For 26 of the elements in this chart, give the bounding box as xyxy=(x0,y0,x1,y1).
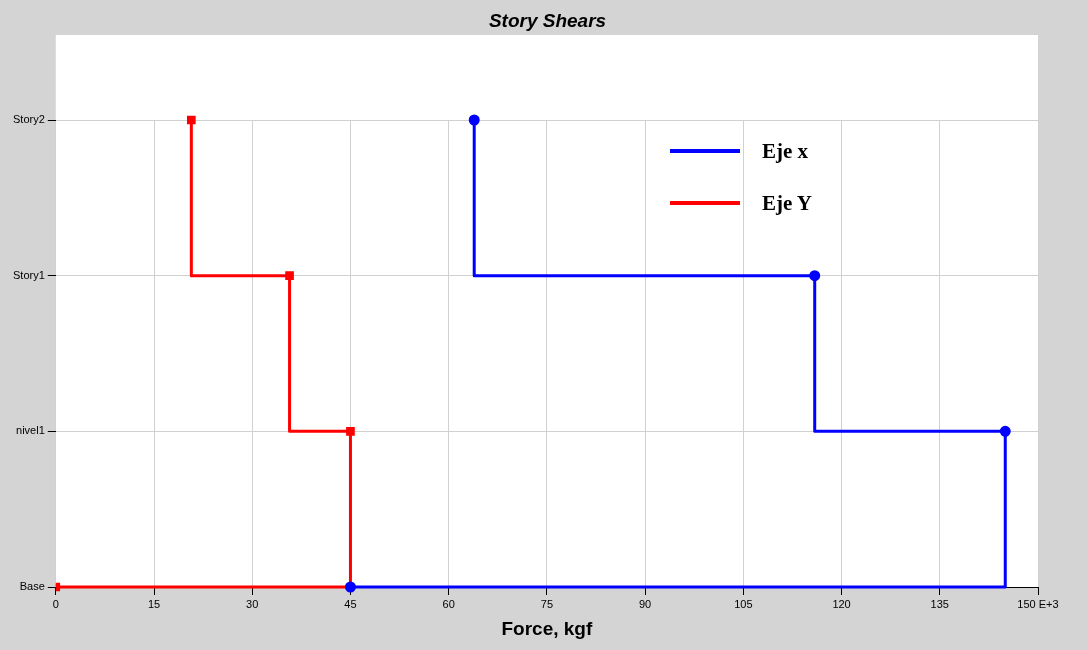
x-axis-title: Force, kgf xyxy=(501,617,593,639)
y-tick-label: Base xyxy=(19,580,45,593)
point xyxy=(187,115,196,125)
y-tick-label: Story1 xyxy=(12,268,45,281)
x-tick-label: 0 xyxy=(52,597,59,610)
x-tick-label: 75 xyxy=(540,597,554,610)
point xyxy=(468,114,480,126)
x-tick-label: 120 xyxy=(832,597,851,610)
y-tick-label: nivel1 xyxy=(16,424,45,437)
point xyxy=(809,270,821,282)
point xyxy=(344,581,356,593)
point xyxy=(999,425,1011,437)
x-tick-label: 30 xyxy=(246,597,259,610)
x-tick-label: 45 xyxy=(344,597,357,610)
x-tick-label: 60 xyxy=(442,597,455,610)
legend-label: Eje x xyxy=(762,138,809,164)
x-tick-label: 135 xyxy=(930,597,949,610)
y-tick-label: Story2 xyxy=(12,113,45,126)
x-tick-label: 105 xyxy=(734,597,753,610)
legend-label: Eje Y xyxy=(762,190,812,216)
x-tick-label: 90 xyxy=(638,597,652,610)
x-tick-label: 150 E+3 xyxy=(1017,597,1059,610)
point xyxy=(346,427,355,436)
chart-title: Story Shears xyxy=(487,10,608,32)
point xyxy=(285,271,294,280)
x-tick-label: 15 xyxy=(147,597,161,610)
